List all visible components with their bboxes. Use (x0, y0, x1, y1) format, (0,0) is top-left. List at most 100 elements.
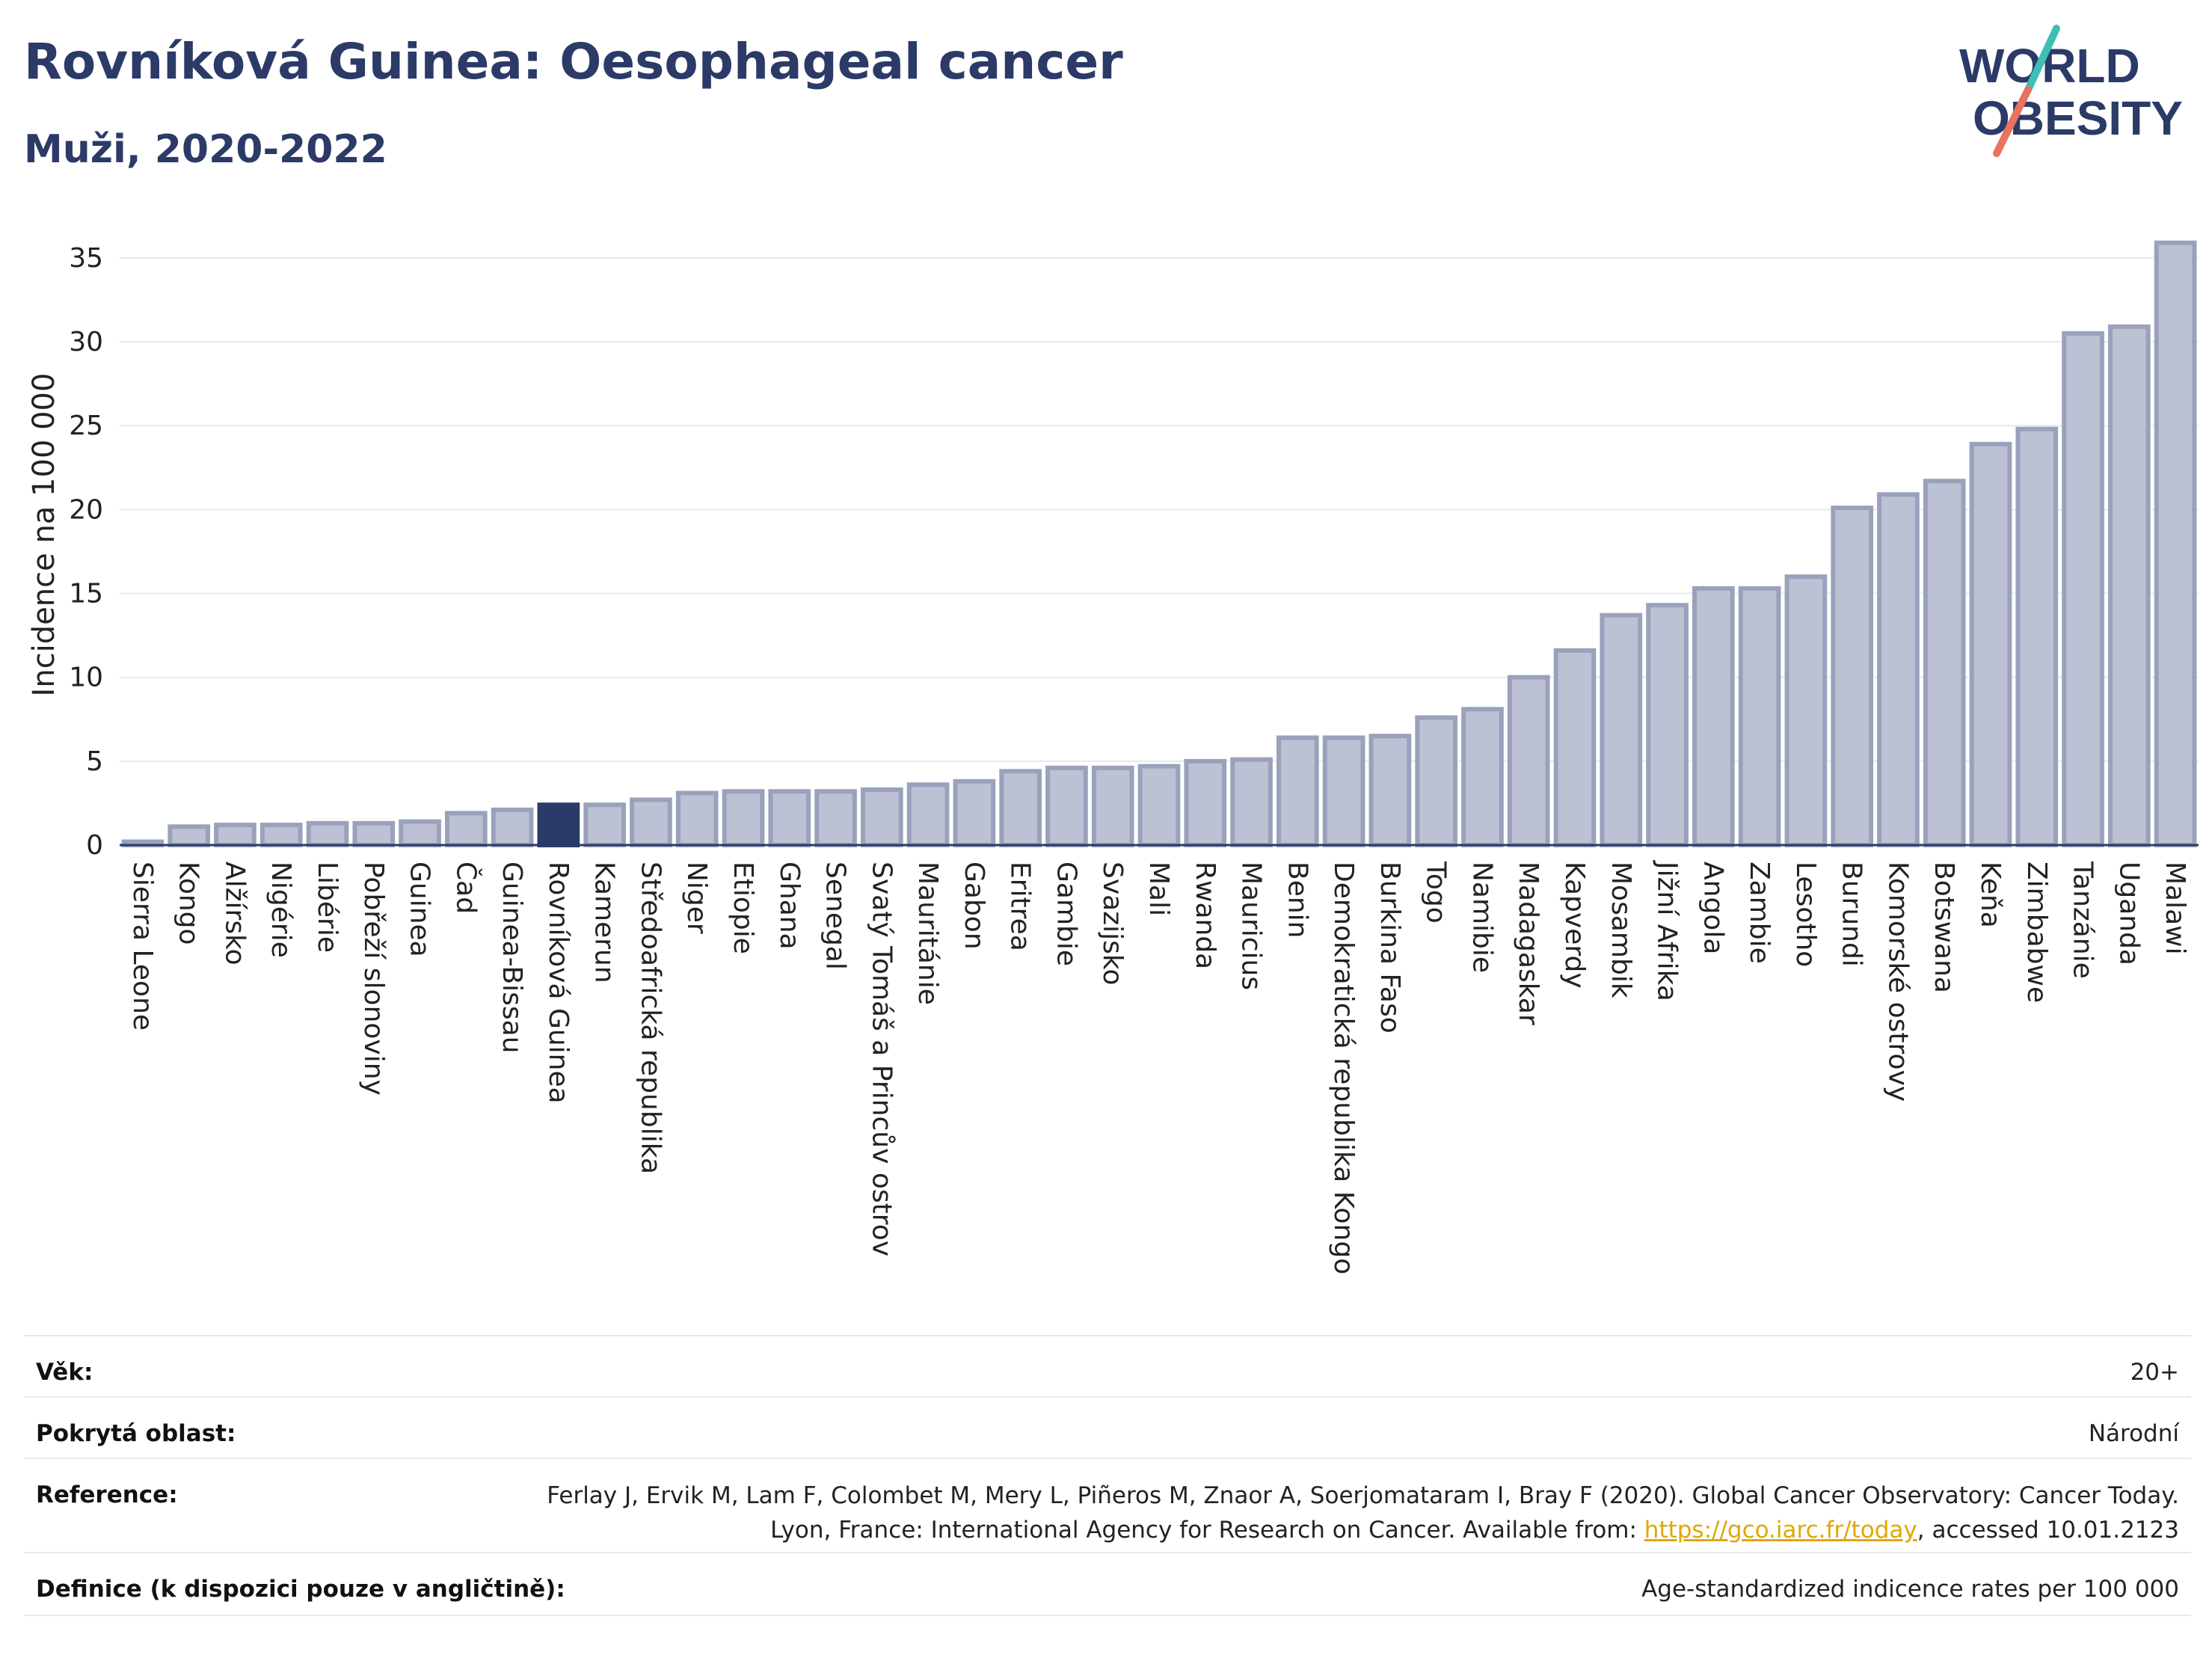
x-tick-label: Zimbabwe (2021, 862, 2052, 1003)
bar-chart: 0 5 10 15 20 25 30 35 Sierra Leone Kongo Alžírsko… (27, 240, 2199, 1274)
y-tick-label: 25 (69, 411, 103, 441)
x-tick-label: Svatý Tomáš a Princův ostrov (866, 862, 897, 1256)
x-tick-label: Keňa (1975, 862, 2006, 928)
bar (214, 823, 256, 847)
x-tick-label: Svazijsko (1097, 862, 1128, 985)
bar (1507, 675, 1550, 847)
x-axis-labels: Sierra Leone Kongo Alžírsko Nigérie Libérie P… (127, 860, 2190, 1274)
bars (121, 240, 2197, 848)
x-tick-label: Kapverdy (1559, 862, 1590, 989)
bar (306, 820, 349, 848)
x-tick-label: Angola (1698, 862, 1728, 954)
bar (491, 807, 534, 847)
definition-label: Definice (k dispozici pouze v angličtině… (36, 1576, 565, 1603)
y-tick-label: 15 (69, 579, 103, 610)
x-tick-label: Mali (1143, 862, 1174, 916)
x-tick-label: Alžírsko (219, 862, 250, 965)
x-tick-label: Gambie (1051, 862, 1081, 966)
y-tick-label: 35 (69, 243, 103, 274)
bar (953, 779, 996, 847)
x-tick-label: Ghana (774, 862, 805, 950)
age-label: Věk: (36, 1359, 93, 1386)
x-tick-label: Nigérie (265, 862, 296, 958)
x-tick-label: Rwanda (1190, 862, 1220, 969)
bar (1969, 441, 2012, 847)
reference-text: Ferlay J, Ervik M, Lam F, Colombet M, Me… (547, 1482, 2179, 1544)
page-subtitle: Muži, 2020-2022 (24, 127, 387, 172)
x-tick-label: Komorské ostrovy (1882, 862, 1913, 1102)
x-tick-label: Mosambik (1606, 862, 1636, 998)
x-tick-label: Gabon (959, 862, 989, 950)
bar (1276, 735, 1319, 847)
x-tick-label: Zambie (1744, 862, 1775, 964)
x-tick-label: Malawi (2160, 862, 2190, 955)
bar (999, 769, 1042, 847)
bar (168, 824, 210, 848)
bar (1461, 707, 1504, 847)
y-tick-label: 5 (86, 746, 103, 777)
bar (2154, 240, 2197, 848)
bar (861, 787, 903, 848)
bar (1322, 735, 1365, 847)
area-label: Pokrytá oblast: (36, 1420, 236, 1447)
x-tick-label: Etiopie (728, 862, 758, 954)
bar (1877, 492, 1920, 847)
x-tick-label: Čad (450, 862, 482, 914)
x-tick-label: Guinea (405, 862, 435, 957)
x-tick-label: Namibie (1466, 862, 1497, 973)
x-tick-label: Guinea-Bissau (497, 862, 527, 1054)
reference-value: Ferlay J, Ervik M, Lam F, Colombet M, Me… (534, 1479, 2179, 1547)
x-tick-label: Kongo (173, 862, 204, 945)
bar (399, 819, 441, 848)
bar (768, 789, 811, 847)
bar (1646, 603, 1689, 847)
bar (1553, 648, 1597, 848)
x-tick-label: Rovníková Guinea (543, 862, 574, 1104)
bar (2062, 331, 2104, 848)
bar (814, 789, 857, 847)
logo-slash-teal (2024, 25, 2060, 93)
bar (906, 782, 950, 848)
area-value: Národní (2088, 1420, 2179, 1447)
bar (1738, 586, 1781, 848)
y-tick-label: 20 (69, 494, 103, 525)
x-tick-label: Pobřeží slonoviny (358, 862, 389, 1096)
bar (1045, 765, 1088, 847)
bar (675, 790, 719, 848)
bar (1368, 734, 1412, 848)
x-tick-label: Mauritánie (912, 862, 943, 1005)
bar (352, 820, 396, 848)
bar (1831, 506, 1873, 847)
x-tick-label: Sierra Leone (127, 862, 158, 1031)
x-tick-label: Burkina Faso (1374, 862, 1405, 1034)
x-tick-label: Togo (1421, 861, 1451, 924)
bar (630, 797, 672, 847)
reference-label: Reference: (36, 1481, 178, 1508)
reference-accessed: , accessed 10.01.2123 (1917, 1517, 2179, 1544)
x-tick-label: Botswana (1929, 862, 1959, 993)
bar (259, 823, 303, 847)
y-tick-label: 0 (86, 830, 103, 861)
reference-link[interactable]: https://gco.iarc.fr/today (1644, 1517, 1917, 1544)
page-title: Rovníková Guinea: Oesophageal cancer (24, 33, 1123, 90)
bar (1784, 574, 1828, 847)
y-axis-label: Incidence na 100 000 (27, 373, 61, 697)
x-tick-label: Středoafrická republika (635, 862, 666, 1174)
x-tick-label: Jižní Afrika (1652, 860, 1683, 1001)
y-axis-ticks: 0 5 10 15 20 25 30 35 (69, 243, 103, 861)
bar (2108, 324, 2151, 847)
x-tick-label: Libérie (312, 862, 342, 953)
bar (1137, 764, 1181, 848)
bar (1692, 586, 1735, 848)
bar (537, 802, 580, 847)
bar (1091, 765, 1134, 847)
x-tick-label: Demokratická republika Kongo (1328, 862, 1359, 1274)
y-tick-label: 10 (69, 663, 103, 693)
x-tick-label: Mauricius (1236, 862, 1267, 990)
meta-row-definition: Definice (k dispozici pouze v angličtině… (24, 1552, 2191, 1616)
bar (1923, 479, 1966, 847)
bar (445, 811, 488, 848)
y-tick-label: 30 (69, 327, 103, 357)
x-tick-label: Senegal (820, 862, 851, 970)
bar (583, 802, 626, 847)
